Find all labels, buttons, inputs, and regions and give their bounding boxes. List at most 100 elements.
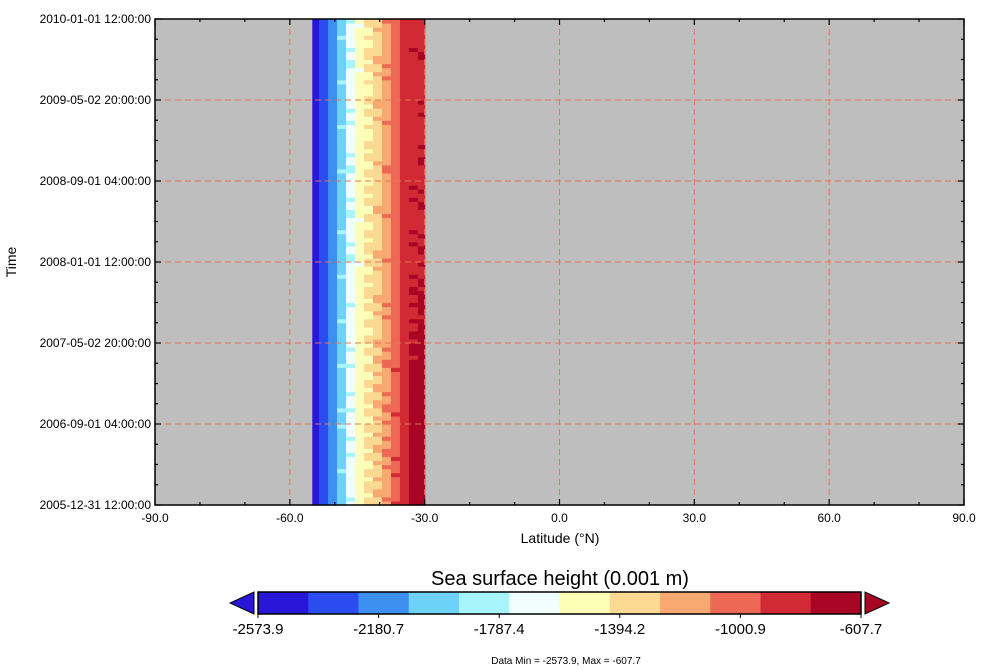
heatmap-cell [408,448,419,453]
heatmap-cell [312,383,320,389]
heatmap-cell [328,294,338,300]
heatmap-cell [417,363,426,368]
heatmap-cell [372,233,383,239]
heatmap-cell [319,63,329,69]
heatmap-cell [372,71,383,77]
heatmap-cell [346,55,356,61]
colorbar [228,591,891,615]
heatmap-cell [355,440,365,445]
heatmap-cell [417,156,426,162]
heatmap-cell [337,476,347,482]
heatmap-cell [372,338,383,344]
heatmap-cell [328,298,338,304]
colorbar-extend-high [864,591,891,615]
heatmap-cell [363,156,374,162]
heatmap-cell [337,156,347,162]
heatmap-cell [355,245,365,251]
heatmap-cell [312,424,320,429]
heatmap-cell [337,290,347,295]
heatmap-cell [399,39,410,44]
heatmap-cell [319,193,329,198]
heatmap-cell [417,403,426,409]
heatmap-cell [372,197,383,202]
heatmap-cell [390,140,401,146]
heatmap-cell [328,43,338,48]
heatmap-cell [328,35,338,40]
colorbar-swatch [358,592,410,614]
heatmap-cell [355,347,365,352]
heatmap-cell [319,104,329,109]
heatmap-cell [328,91,338,97]
heatmap-cell [337,318,347,324]
heatmap-cell [408,318,419,324]
heatmap-cell [355,35,365,40]
heatmap-cell [363,492,374,498]
heatmap-cell [381,476,392,482]
heatmap-cell [363,387,374,393]
colorbar-label: -2573.9 [233,621,284,638]
heatmap-cell [355,217,365,223]
heatmap-cell [363,452,374,457]
heatmap-cell [346,23,356,28]
heatmap-cell [408,375,419,381]
heatmap-cell [417,193,426,198]
heatmap-cell [346,75,356,81]
heatmap-cell [346,221,356,227]
heatmap-cell [390,428,401,433]
heatmap-cell [346,144,356,150]
heatmap-cell [381,63,392,69]
heatmap-cell [346,160,356,166]
heatmap-cell [381,278,392,283]
heatmap-cell [417,249,426,255]
heatmap-cell [372,496,383,502]
heatmap-cell [372,75,383,81]
heatmap-cell [355,496,365,502]
heatmap-cell [381,367,392,372]
heatmap-cell [372,221,383,227]
heatmap-cell [399,407,410,413]
heatmap-cell [390,23,401,28]
heatmap-cell [355,419,365,425]
heatmap-cell [328,144,338,150]
heatmap-cell [381,387,392,393]
heatmap-cell [312,379,320,385]
heatmap-cell [417,452,426,457]
heatmap-cell [346,274,356,279]
heatmap-cell [319,440,329,445]
heatmap-cell [372,160,383,166]
heatmap-cell [312,347,320,352]
heatmap-cell [363,347,374,352]
heatmap-cell [346,35,356,40]
heatmap-cell [312,343,320,348]
heatmap-cell [408,108,419,113]
heatmap-cell [363,128,374,133]
heatmap-cell [390,181,401,186]
heatmap-cell [399,343,410,348]
heatmap-cell [328,338,338,344]
heatmap-cell [319,407,329,413]
heatmap-cell [346,87,356,93]
heatmap-cell [417,116,426,121]
heatmap-cell [319,310,329,316]
heatmap-cell [319,290,329,295]
heatmap-cell [319,472,329,478]
heatmap-cell [417,428,426,433]
heatmap-cell [355,468,365,474]
heatmap-cell [337,415,347,421]
heatmap-cell [328,189,338,194]
heatmap-cell [319,399,329,405]
heatmap-cell [355,387,365,393]
heatmap-cell [337,399,347,405]
heatmap-cell [363,270,374,275]
heatmap-cell [417,51,426,57]
heatmap-cell [408,176,419,182]
heatmap-cell [312,294,320,300]
heatmap-cell [399,500,410,506]
heatmap-cell [363,55,374,61]
heatmap-cell [399,100,410,105]
heatmap-cell [337,310,347,316]
heatmap-cell [399,363,410,368]
heatmap-cell [399,51,410,57]
heatmap-cell [312,391,320,397]
heatmap-cell [346,371,356,376]
